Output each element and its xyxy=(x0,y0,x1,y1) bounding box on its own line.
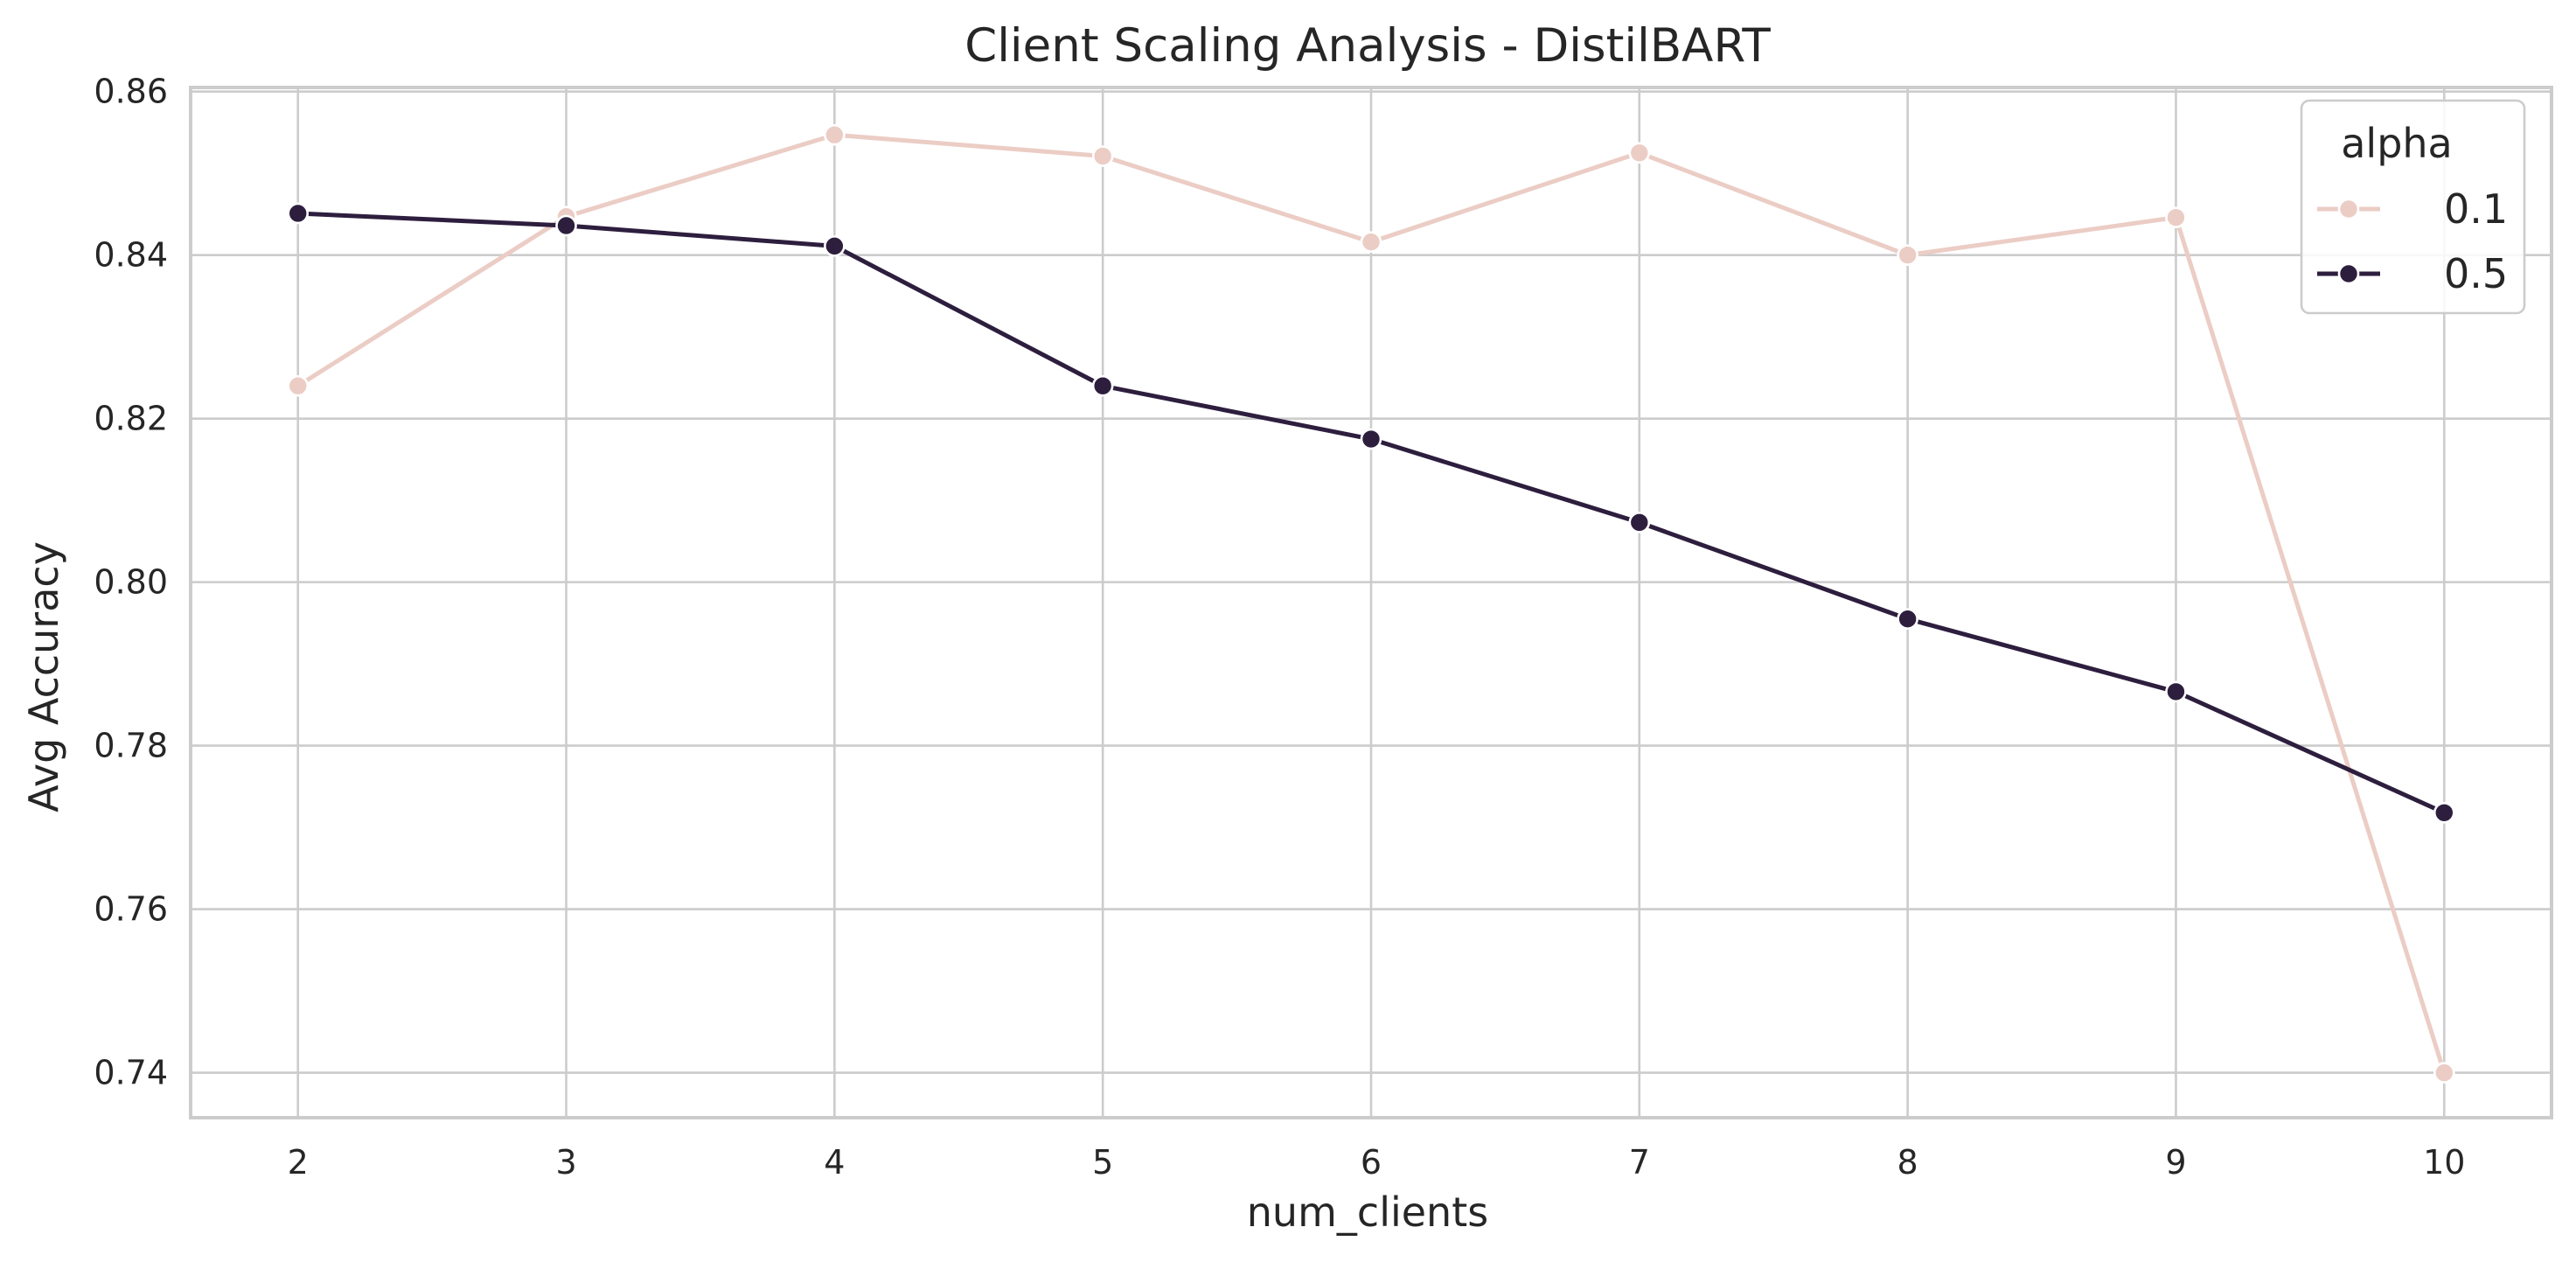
tick-labels: 2 3 4 5 6 7 8 9 10 0.74 0.76 0.78 0.80 0.82 0.84 0.86 xyxy=(94,73,2465,1182)
legend-label: 0.1 xyxy=(2444,185,2508,233)
y-axis-label: Avg Accuracy xyxy=(20,541,67,812)
x-tick-label: 6 xyxy=(1361,1143,1382,1182)
series-0.5 xyxy=(287,202,2455,824)
data-point xyxy=(1360,428,1382,450)
legend-box xyxy=(2300,99,2526,315)
x-tick-label: 8 xyxy=(1897,1143,1918,1182)
legend: alpha 0.1 0.5 xyxy=(2300,99,2526,315)
data-point xyxy=(1628,142,1651,164)
data-point xyxy=(824,235,846,257)
legend-label: 0.5 xyxy=(2444,250,2508,297)
y-tick-label: 0.80 xyxy=(94,563,168,602)
x-tick-label: 3 xyxy=(555,1143,576,1182)
data-point xyxy=(555,214,577,237)
data-point xyxy=(287,374,310,397)
y-tick-label: 0.84 xyxy=(94,236,168,275)
x-tick-label: 5 xyxy=(1092,1143,1113,1182)
plot-frame xyxy=(189,86,2553,1119)
data-point xyxy=(287,202,310,225)
x-tick-label: 4 xyxy=(824,1143,845,1182)
data-point xyxy=(1091,374,1114,397)
data-point xyxy=(2165,206,2187,228)
y-tick-label: 0.82 xyxy=(94,400,168,438)
legend-item-0.5: 0.5 xyxy=(2317,250,2508,297)
x-tick-label: 2 xyxy=(288,1143,309,1182)
data-point xyxy=(1897,608,1918,630)
x-tick-label: 10 xyxy=(2423,1143,2465,1182)
y-tick-label: 0.86 xyxy=(94,73,168,111)
data-point xyxy=(2433,801,2455,824)
data-point xyxy=(824,123,846,146)
x-axis-label: num_clients xyxy=(1247,1189,1488,1236)
data-point xyxy=(2433,1062,2455,1084)
data-point xyxy=(1897,244,1918,266)
grid-layer xyxy=(191,87,2552,1118)
y-tick-label: 0.74 xyxy=(94,1054,168,1092)
y-tick-label: 0.78 xyxy=(94,727,168,765)
legend-marker-swatch xyxy=(2337,198,2360,220)
data-point xyxy=(1091,145,1114,167)
chart-title: Client Scaling Analysis - DistilBART xyxy=(964,19,1771,73)
data-point xyxy=(1360,231,1382,254)
legend-title: alpha xyxy=(2341,120,2453,167)
legend-item-0.1: 0.1 xyxy=(2317,185,2508,233)
y-tick-label: 0.76 xyxy=(94,890,168,929)
x-tick-label: 7 xyxy=(1629,1143,1650,1182)
x-tick-label: 9 xyxy=(2165,1143,2186,1182)
series-layer xyxy=(287,123,2455,1084)
legend-marker-swatch xyxy=(2337,262,2360,285)
plot-area-frame xyxy=(189,86,2553,1119)
data-point xyxy=(2165,680,2187,703)
data-point xyxy=(1628,512,1651,533)
